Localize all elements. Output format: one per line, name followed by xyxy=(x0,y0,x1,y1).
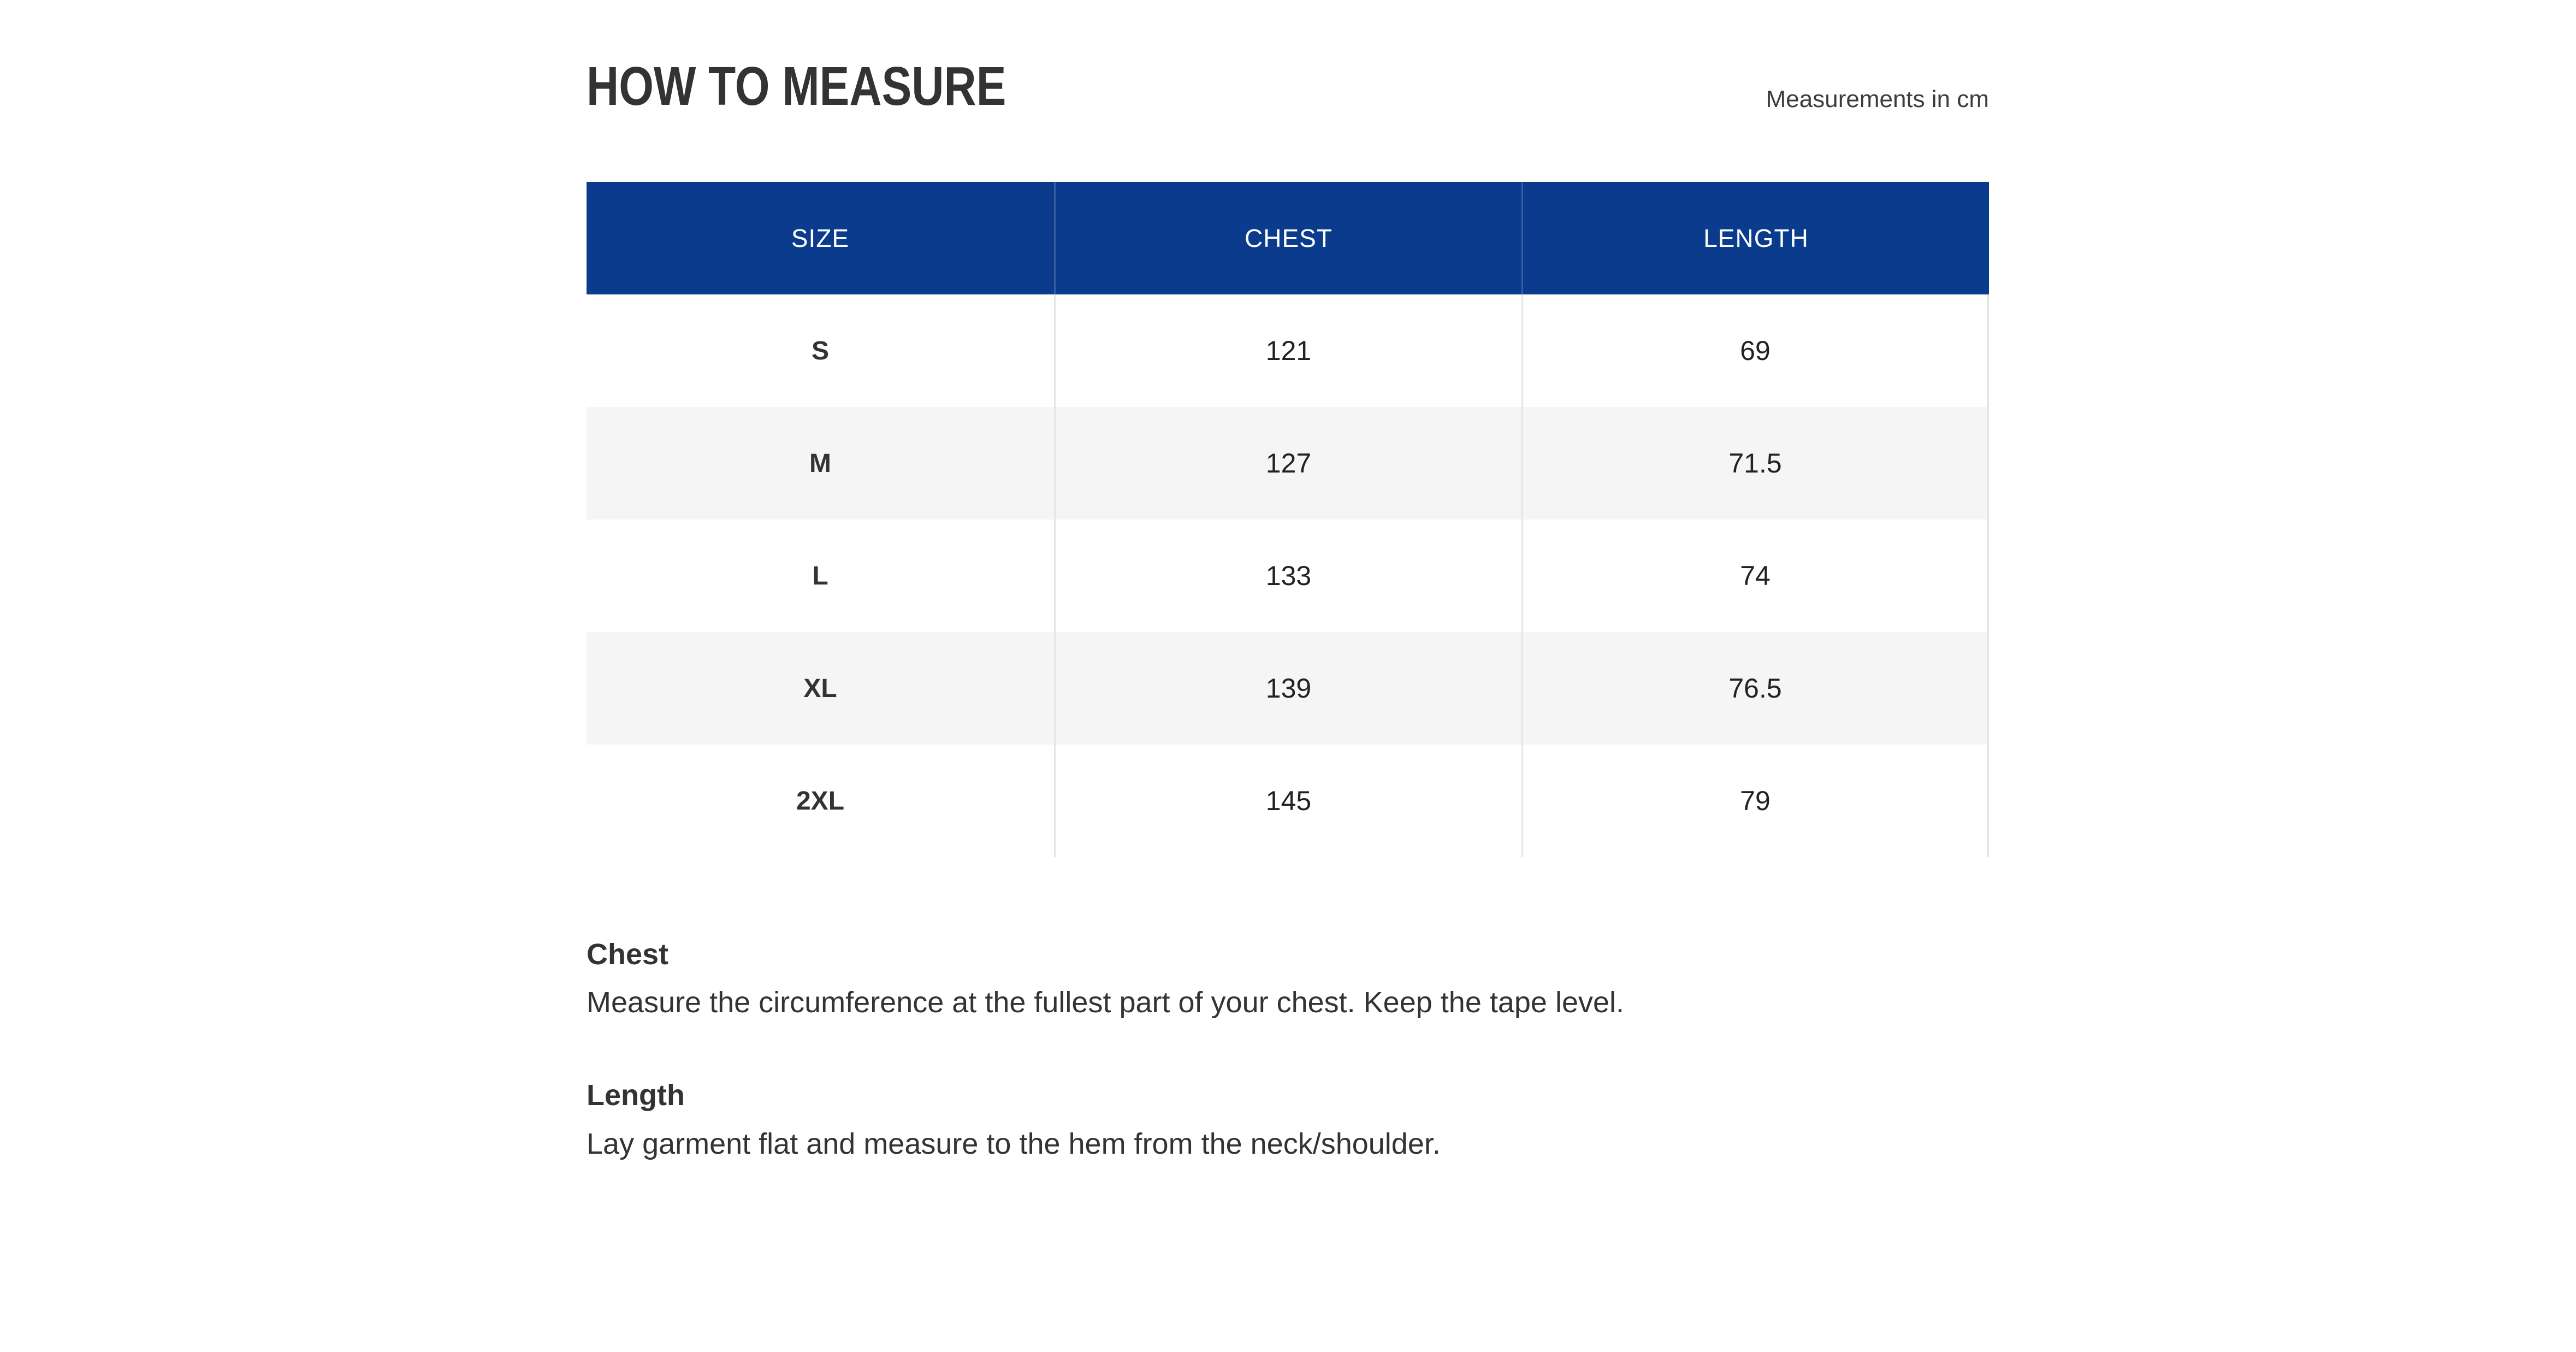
chest-cell: 145 xyxy=(1054,745,1521,857)
note-chest: Chest Measure the circumference at the f… xyxy=(587,935,1924,1022)
size-cell: M xyxy=(809,448,831,478)
table-row-xl: XL 139 76.5 xyxy=(587,632,1989,745)
chest-cell: 133 xyxy=(1054,519,1521,632)
size-cell: 2XL xyxy=(796,786,845,816)
column-header-chest: CHEST xyxy=(1054,182,1521,294)
note-length: Length Lay garment flat and measure to t… xyxy=(587,1076,1924,1162)
length-cell: 76.5 xyxy=(1521,632,1989,745)
measurement-notes: Chest Measure the circumference at the f… xyxy=(587,935,1924,1218)
length-cell: 74 xyxy=(1521,519,1989,632)
unit-note: Measurements in cm xyxy=(1766,86,1989,113)
column-header-length: LENGTH xyxy=(1521,182,1989,294)
note-length-title: Length xyxy=(587,1079,685,1112)
table-body: S 121 69 M 127 71.5 L 133 74 XL 139 76.5… xyxy=(587,294,1989,857)
table-header-row: SIZE CHEST LENGTH xyxy=(587,182,1989,294)
size-cell: S xyxy=(811,336,829,365)
page-title: HOW TO MEASURE xyxy=(587,59,1098,114)
note-chest-title: Chest xyxy=(587,938,669,971)
length-cell: 79 xyxy=(1521,745,1989,857)
table-row-m: M 127 71.5 xyxy=(587,407,1989,519)
length-cell: 69 xyxy=(1521,294,1989,407)
note-length-text: Lay garment flat and measure to the hem … xyxy=(587,1127,1441,1160)
size-cell: XL xyxy=(803,674,837,703)
chest-cell: 127 xyxy=(1054,407,1521,519)
chest-cell: 121 xyxy=(1054,294,1521,407)
note-chest-text: Measure the circumference at the fullest… xyxy=(587,986,1625,1019)
size-cell: L xyxy=(812,561,828,591)
table-row-s: S 121 69 xyxy=(587,294,1989,407)
table-row-l: L 133 74 xyxy=(587,519,1989,632)
size-chart-table: SIZE CHEST LENGTH S 121 69 M 127 71.5 L … xyxy=(587,182,1989,857)
column-header-size: SIZE xyxy=(791,224,850,252)
length-cell: 71.5 xyxy=(1521,407,1989,519)
chest-cell: 139 xyxy=(1054,632,1521,745)
table-row-2xl: 2XL 145 79 xyxy=(587,745,1989,857)
page-title-text: HOW TO MEASURE xyxy=(587,56,1006,117)
